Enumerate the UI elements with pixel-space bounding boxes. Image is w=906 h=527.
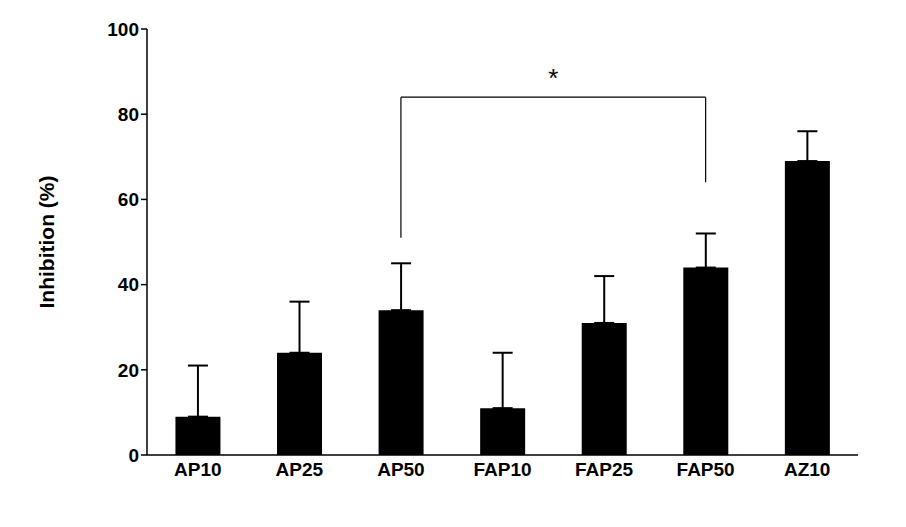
svg-text:60: 60 — [118, 189, 139, 210]
svg-text:Inhibition (%): Inhibition (%) — [35, 176, 58, 309]
svg-text:80: 80 — [118, 104, 139, 125]
svg-text:*: * — [548, 63, 558, 93]
svg-text:AZ10: AZ10 — [784, 459, 830, 480]
svg-text:FAP10: FAP10 — [473, 459, 531, 480]
svg-text:FAP25: FAP25 — [575, 459, 634, 480]
svg-text:FAP50: FAP50 — [677, 459, 735, 480]
svg-text:0: 0 — [128, 445, 139, 466]
svg-text:AP10: AP10 — [174, 459, 222, 480]
svg-text:AP25: AP25 — [276, 459, 324, 480]
svg-text:20: 20 — [118, 360, 139, 381]
svg-text:100: 100 — [107, 19, 139, 40]
svg-text:40: 40 — [118, 274, 139, 295]
svg-text:AP50: AP50 — [377, 459, 425, 480]
